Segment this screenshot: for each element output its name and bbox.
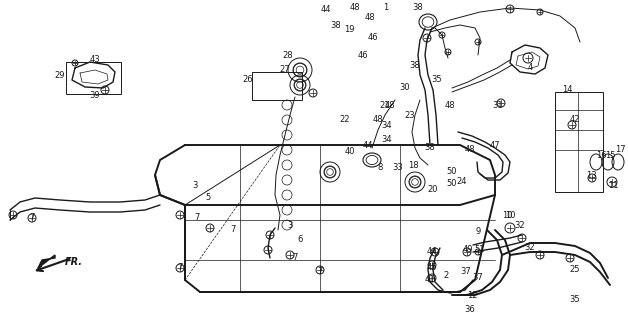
Text: 38: 38: [425, 143, 435, 153]
Text: 50: 50: [447, 167, 457, 177]
Text: 32: 32: [515, 220, 525, 229]
Text: 46: 46: [367, 34, 378, 43]
Text: 7: 7: [292, 253, 298, 262]
Text: 29: 29: [55, 70, 65, 79]
Text: 46: 46: [358, 51, 368, 60]
Text: 23: 23: [404, 110, 415, 119]
Text: 50: 50: [447, 179, 457, 188]
Text: 5: 5: [205, 194, 210, 203]
Text: 4: 4: [528, 63, 533, 73]
Text: 32: 32: [524, 244, 535, 252]
Text: 48: 48: [365, 13, 376, 22]
Text: 17: 17: [615, 146, 625, 155]
Text: 48: 48: [445, 100, 455, 109]
Bar: [555, 92, 603, 192]
Text: 45: 45: [427, 263, 437, 273]
Text: 14: 14: [562, 85, 572, 94]
Text: 48: 48: [372, 116, 383, 124]
Text: 48: 48: [350, 4, 360, 12]
Text: 34: 34: [382, 121, 392, 130]
Text: 24: 24: [457, 178, 467, 187]
Text: 7: 7: [194, 213, 200, 222]
Text: 31: 31: [493, 100, 503, 109]
Text: 36: 36: [465, 306, 475, 315]
Text: 20: 20: [428, 186, 438, 195]
Text: 38: 38: [330, 20, 342, 29]
Text: 22: 22: [340, 116, 350, 124]
Text: 51: 51: [475, 245, 485, 254]
Text: 7: 7: [230, 226, 236, 235]
Text: 44: 44: [321, 5, 331, 14]
Text: 38: 38: [413, 4, 423, 12]
Text: 49: 49: [463, 245, 474, 254]
Text: 10: 10: [505, 211, 515, 220]
Text: 35: 35: [431, 76, 442, 84]
Polygon shape: [38, 255, 55, 268]
Text: 40: 40: [345, 148, 355, 156]
Text: 30: 30: [399, 84, 410, 92]
Text: 43: 43: [90, 55, 100, 65]
Text: 7: 7: [177, 263, 183, 273]
Text: 44: 44: [427, 247, 437, 257]
Text: 33: 33: [392, 164, 403, 172]
Text: 7: 7: [317, 268, 323, 276]
Text: 27: 27: [279, 66, 290, 75]
Text: 15: 15: [605, 150, 615, 159]
Text: 25: 25: [570, 266, 580, 275]
Text: 9: 9: [475, 228, 480, 236]
Text: 48: 48: [385, 100, 395, 109]
Text: 8: 8: [377, 164, 382, 172]
Text: 48: 48: [465, 146, 475, 155]
Text: 26: 26: [242, 76, 253, 84]
Text: 11: 11: [608, 180, 618, 189]
Text: 1: 1: [383, 4, 389, 12]
Bar: [66, 62, 121, 94]
Text: 21: 21: [380, 100, 390, 109]
Text: 18: 18: [408, 161, 418, 170]
Text: 7: 7: [30, 213, 35, 222]
Text: 10: 10: [502, 211, 512, 220]
Text: 41: 41: [425, 276, 435, 284]
Text: 37: 37: [473, 274, 484, 283]
Text: 6: 6: [297, 236, 303, 244]
Text: 39: 39: [90, 91, 100, 100]
Text: 3: 3: [192, 180, 198, 189]
Text: 3: 3: [288, 220, 293, 229]
Text: 35: 35: [570, 295, 580, 305]
Text: 19: 19: [344, 26, 354, 35]
Text: 13: 13: [586, 171, 597, 180]
Text: 28: 28: [283, 51, 293, 60]
Text: 38: 38: [409, 60, 420, 69]
Text: FR.: FR.: [65, 257, 83, 267]
Text: 37: 37: [460, 268, 472, 276]
Text: 16: 16: [596, 150, 606, 159]
Text: 34: 34: [382, 135, 392, 145]
Text: 2: 2: [443, 270, 448, 279]
Text: 47: 47: [490, 140, 501, 149]
Text: 42: 42: [570, 116, 580, 124]
Bar: [252, 72, 302, 100]
Text: 44: 44: [363, 140, 373, 149]
Text: 12: 12: [467, 291, 477, 300]
